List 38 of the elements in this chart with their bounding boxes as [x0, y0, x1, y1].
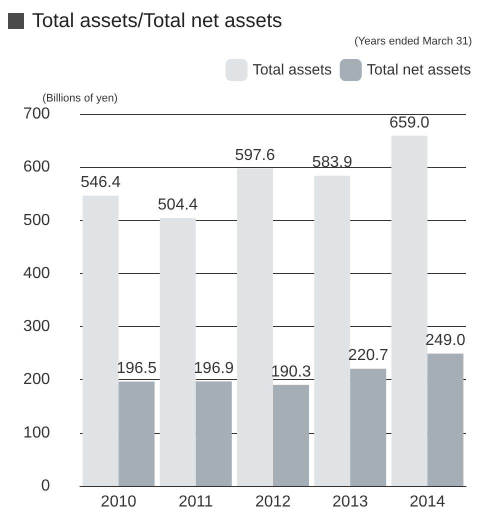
y-tick-label: 0 [41, 478, 50, 494]
text: (Years ended March 31) [354, 36, 472, 48]
data-label: 196.9 [194, 360, 234, 377]
y-tick-label: 700 [23, 106, 50, 122]
data-label: 546.4 [80, 174, 121, 192]
data-label: 659.0 [389, 114, 430, 132]
y-axis-title: (Billions of yen) [42, 92, 118, 104]
bar [82, 196, 119, 486]
bar [237, 168, 273, 486]
y-tick-label: 400 [23, 264, 50, 282]
y-tick-label: 200 [23, 371, 50, 388]
y-tick-label: 100 [23, 424, 50, 442]
bar [273, 384, 309, 486]
x-tick-label: 2014 [410, 494, 446, 510]
y-tick-label: 500 [23, 212, 50, 229]
bar [391, 136, 428, 486]
y-tick-label: 300 [23, 318, 50, 336]
x-tick-label: 2012 [255, 494, 291, 510]
legend-label: Total assets [252, 62, 332, 78]
chart-title: Total assets/Total net assets [32, 10, 282, 32]
bar [314, 176, 350, 486]
bar [118, 382, 155, 486]
x-tick-label: 2013 [332, 494, 368, 510]
bar [196, 381, 232, 486]
bar [160, 218, 196, 486]
bar [350, 368, 386, 486]
data-label: 220.7 [348, 347, 388, 364]
data-label: 597.6 [234, 146, 276, 164]
legend-label: Total net assets [366, 62, 472, 78]
bar [427, 354, 464, 486]
x-tick-label: 2010 [100, 494, 136, 510]
data-label: 583.9 [312, 154, 352, 172]
data-label: 249.0 [425, 332, 466, 350]
data-label: 190.3 [270, 363, 312, 380]
data-label: 196.5 [116, 360, 157, 378]
y-tick-label: 600 [23, 158, 50, 176]
data-label: 504.4 [158, 196, 198, 214]
x-tick-label: 2011 [178, 494, 214, 510]
